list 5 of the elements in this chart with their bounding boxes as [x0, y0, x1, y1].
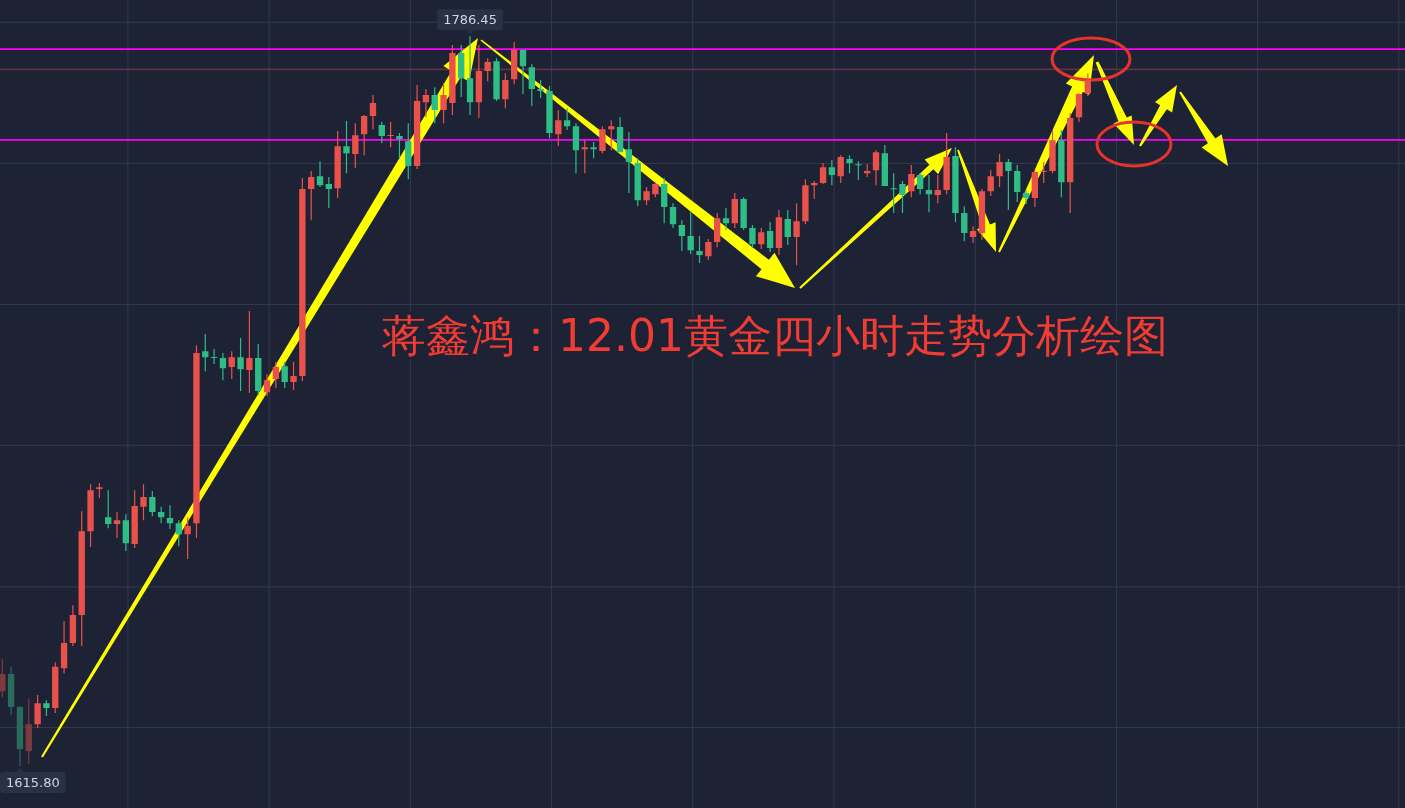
annotation: 1615.80: [0, 768, 66, 794]
annotation: 1786.45: [443, 12, 497, 28]
annotation: 1786.45: [437, 9, 503, 35]
annotation: 1615.80: [6, 775, 60, 791]
title: 蒋鑫鸿：12.01黄金四小时走势分析绘图: [382, 310, 1168, 361]
